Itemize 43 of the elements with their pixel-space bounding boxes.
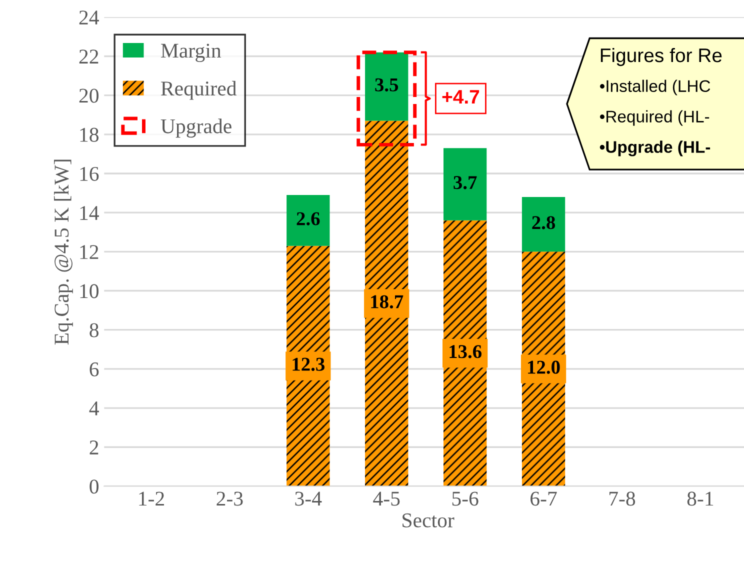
data-label: 3.5 (375, 78, 398, 92)
x-tick-label: 1-2 (139, 492, 164, 506)
y-tick-label: 10 (80, 284, 99, 298)
bar (443, 148, 487, 220)
y-tick-label: 14 (80, 206, 99, 220)
y-tick-label: 6 (90, 362, 99, 376)
legend-label: Upgrade (160, 118, 232, 138)
x-tick-label: 6-7 (530, 492, 557, 506)
y-tick-label: 24 (79, 10, 99, 24)
bar (365, 52, 408, 121)
y-tick-label: 2 (90, 440, 98, 454)
data-label: 2.8 (532, 216, 556, 230)
data-label: 18.7 (371, 295, 404, 308)
data-label: 12.3 (292, 358, 324, 371)
y-tick-label: 0 (90, 480, 99, 494)
data-label: 3.7 (454, 176, 477, 190)
annotation: •Installed (LHC (600, 80, 710, 96)
x-tick-label: 4-5 (373, 492, 400, 506)
annotation: +4.7 (442, 90, 480, 104)
y-axis-title: Eq.Cap. @4.5 K [kW] (54, 160, 73, 345)
x-axis-title: Sector (402, 513, 454, 528)
y-tick-label: 12 (80, 245, 98, 259)
y-tick-label: 8 (90, 323, 99, 338)
y-tick-label: 18 (80, 128, 99, 142)
data-label: 12.0 (528, 360, 560, 374)
y-tick-label: 4 (89, 402, 99, 416)
annotation: •Upgrade (HL- (600, 140, 710, 156)
x-tick-label: 8-1 (687, 492, 714, 506)
y-tick-label: 16 (80, 166, 99, 181)
data-label: 2.6 (296, 212, 320, 226)
bar (286, 195, 330, 246)
x-tick-label: 5-6 (452, 492, 478, 506)
bar (522, 196, 566, 252)
data-label: 13.6 (450, 345, 482, 358)
y-tick-label: 20 (79, 88, 99, 103)
annotation: •Required (HL- (600, 110, 710, 126)
x-tick-label: 2-3 (216, 492, 243, 506)
annotation: Figures for Re (600, 48, 722, 66)
x-tick-label: 7-8 (609, 492, 636, 506)
legend-label: Required (161, 80, 237, 100)
legend-label: Margin (161, 44, 222, 62)
x-tick-label: 3-4 (295, 492, 322, 506)
y-tick-label: 22 (79, 50, 98, 64)
